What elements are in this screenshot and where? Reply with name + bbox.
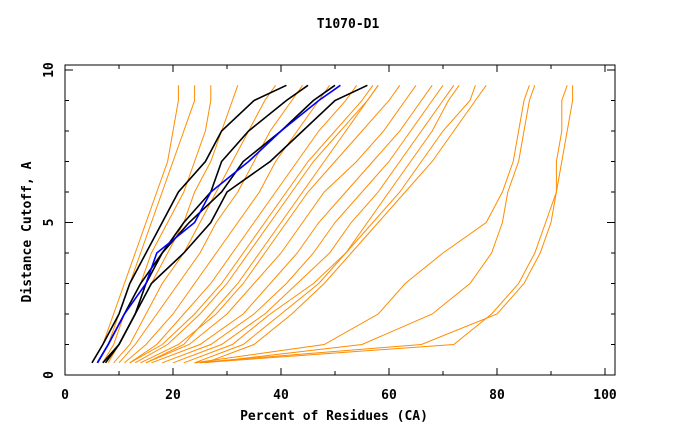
models-curve-17 [145, 85, 379, 364]
y-axis-label: Distance Cutoff, A [20, 161, 35, 302]
models-curve-7 [129, 85, 358, 364]
y-tick-label: 5 [42, 219, 57, 227]
models-curve-11 [151, 85, 433, 364]
axis-ticks: 0 20 40 60 80 100 0 5 10 [42, 62, 617, 403]
models-curve-18 [129, 85, 374, 364]
models-curve-14 [183, 85, 460, 364]
models-curve-10 [145, 85, 417, 364]
models-curve-12 [162, 85, 444, 364]
models-curve-4 [113, 85, 277, 364]
plot-frame [64, 64, 616, 376]
models-curve-2 [102, 85, 212, 364]
models-curve-0 [91, 85, 179, 364]
x-axis-label: Percent of Residues (CA) [240, 409, 428, 424]
chart-title: T1070-D1 [317, 17, 380, 32]
y-tick-label: 10 [42, 62, 57, 78]
models-curve-20 [205, 85, 536, 364]
highlight-curve-26 [104, 84, 336, 364]
x-tick-label: 80 [489, 388, 505, 403]
x-tick-label: 40 [273, 388, 289, 403]
models-curve-9 [140, 85, 401, 364]
models-curve-13 [172, 85, 455, 364]
models-curve-22 [199, 85, 568, 364]
models-curve-16 [205, 85, 487, 364]
x-tick-label: 20 [165, 388, 181, 403]
models-curve-8 [134, 85, 379, 364]
models-curve-1 [96, 85, 196, 364]
models-curve-15 [194, 85, 476, 364]
highlight-curve-23 [91, 84, 287, 364]
reference-curve-27 [96, 84, 341, 364]
highlight-curve-24 [96, 84, 309, 364]
models-curve-6 [124, 85, 331, 364]
models-curve-19 [194, 85, 530, 364]
y-tick-label: 0 [42, 371, 57, 379]
series-lines [91, 84, 574, 364]
models-curve-5 [118, 85, 304, 364]
models-curve-21 [194, 85, 574, 364]
x-tick-label: 60 [381, 388, 397, 403]
x-tick-label: 0 [61, 388, 69, 403]
x-tick-label: 100 [593, 388, 617, 403]
